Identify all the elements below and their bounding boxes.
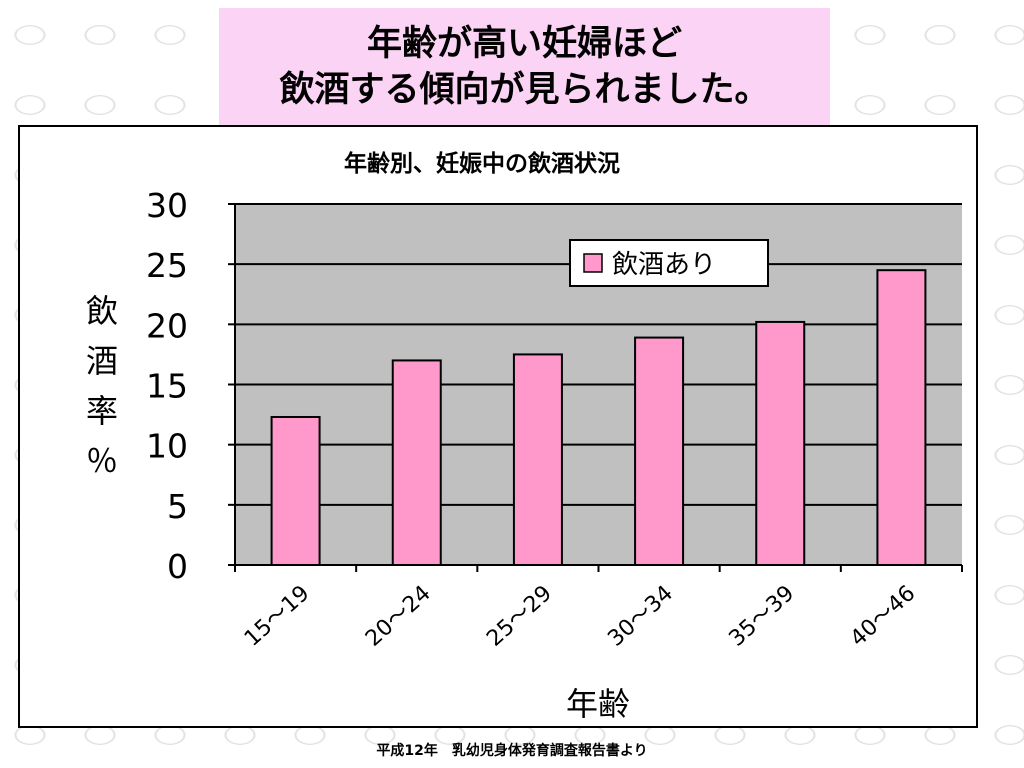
bar [512, 353, 563, 566]
y-tick-label: 15 [146, 367, 188, 406]
bar [634, 336, 685, 566]
bar [270, 415, 321, 566]
x-tick-label: 40～46 [846, 581, 921, 652]
bar [391, 359, 442, 566]
plot-area: 0 5 10 15 20 25 30 15～19 20～24 25～29 30～34 35～39 40～… [146, 186, 963, 652]
y-axis-label-char: 率 [86, 392, 118, 430]
legend-label: 飲酒あり [612, 250, 716, 280]
y-axis-label: 飲酒率 ％ [86, 292, 118, 480]
x-axis-label: 年齢 [566, 685, 630, 723]
y-axis-label-char: 酒 [86, 342, 118, 380]
y-tick-label: 0 [167, 547, 188, 586]
y-tick-label: 5 [167, 487, 188, 526]
x-tick-label: 35～39 [725, 581, 800, 652]
chart-title: 年齢別、妊娠中の飲酒状況 [344, 150, 620, 177]
legend-swatch [583, 253, 603, 273]
y-tick-label: 20 [146, 306, 188, 345]
bar-chart: 年齢別、妊娠中の飲酒状況 年齢 飲酒率 ％ 0 5 10 15 20 25 30 15～19 20… [86, 150, 963, 723]
y-tick-label: 30 [146, 186, 188, 225]
source-note: 平成12年 乳幼児身体発育調査報告書より [376, 743, 648, 759]
legend-box [569, 239, 769, 287]
y-tick-label: 25 [146, 246, 188, 285]
slide-title-line-1: 年齢が高い妊婦ほど [366, 24, 682, 64]
slide-title-line-2: 飲酒する傾向が見られました。 [279, 70, 770, 110]
x-tick-label: 30～34 [603, 581, 678, 652]
legend: 飲酒あり [569, 239, 769, 287]
x-tick-label: 15～19 [240, 581, 315, 652]
y-tick-label: 10 [146, 427, 188, 466]
y-axis-label-char: ％ [86, 442, 118, 480]
y-axis-label-char: 飲 [86, 292, 118, 330]
bar [876, 269, 927, 567]
x-tick-label: 25～29 [482, 581, 557, 652]
slide-title-box: 年齢が高い妊婦ほど 飲酒する傾向が見られました。 [219, 8, 830, 126]
bar [755, 320, 806, 566]
chart-frame: 年齢別、妊娠中の飲酒状況 年齢 飲酒率 ％ 0 5 10 15 20 25 30 15～19 20… [18, 125, 978, 728]
x-tick-label: 20～24 [361, 581, 436, 652]
